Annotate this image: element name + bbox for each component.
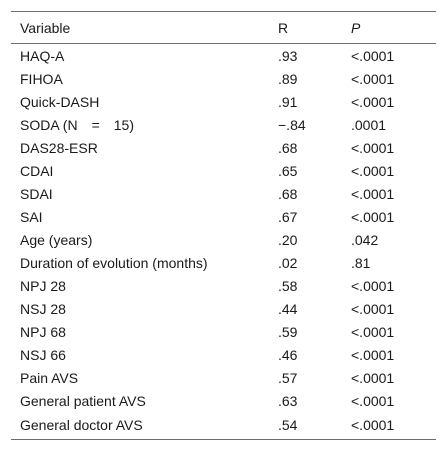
cell-r: .54 — [278, 416, 298, 433]
cell-variable: Duration of evolution (months) — [20, 254, 208, 271]
cell-r: .67 — [278, 208, 298, 225]
table-row: HAQ-A .93 <.0001 — [11, 44, 436, 68]
table-row: DAS28-ESR .68 <.0001 — [11, 136, 436, 159]
table-row: General doctor AVS .54 <.0001 — [11, 412, 436, 440]
header-p: P — [351, 19, 361, 36]
cell-r: .20 — [278, 231, 298, 248]
table-row: NSJ 66 .46 <.0001 — [11, 343, 436, 366]
table-row: SODA (N = 15) −.84 .0001 — [11, 113, 436, 136]
cell-r: .89 — [278, 70, 298, 87]
cell-r: .91 — [278, 93, 298, 110]
cell-r: −.84 — [278, 116, 306, 133]
cell-p: .0001 — [351, 116, 387, 133]
header-r: R — [278, 19, 289, 36]
cell-variable: NSJ 66 — [20, 346, 66, 363]
table-row: Duration of evolution (months) .02 .81 — [11, 251, 436, 274]
cell-variable: Pain AVS — [20, 369, 79, 386]
cell-variable: HAQ-A — [20, 47, 65, 64]
table-row: NPJ 68 .59 <.0001 — [11, 320, 436, 343]
cell-r: .63 — [278, 392, 298, 409]
cell-p: <.0001 — [351, 277, 395, 294]
cell-r: .68 — [278, 139, 298, 156]
cell-r: .65 — [278, 162, 298, 179]
cell-variable: Quick-DASH — [20, 93, 100, 110]
table-header: Variable R P — [11, 11, 436, 44]
table-row: General patient AVS .63 <.0001 — [11, 389, 436, 412]
cell-r: .93 — [278, 47, 298, 64]
table-row: SDAI .68 <.0001 — [11, 182, 436, 205]
correlation-table: Variable R P HAQ-A .93 <.0001 FIHOA .89 <.000… — [11, 11, 436, 440]
cell-p: <.0001 — [351, 323, 395, 340]
cell-variable: General patient AVS — [20, 392, 146, 409]
table-row: Pain AVS .57 <.0001 — [11, 366, 436, 389]
cell-variable: General doctor AVS — [20, 416, 143, 433]
cell-p: <.0001 — [351, 416, 395, 433]
cell-variable: SDAI — [20, 185, 53, 202]
cell-variable: SAI — [20, 208, 43, 225]
table-row: NPJ 28 .58 <.0001 — [11, 274, 436, 297]
cell-p: .81 — [351, 254, 371, 271]
cell-variable: FIHOA — [20, 70, 63, 87]
header-row: Variable R P — [11, 11, 436, 44]
cell-p: <.0001 — [351, 70, 395, 87]
cell-variable: NPJ 68 — [20, 323, 66, 340]
cell-p: <.0001 — [351, 369, 395, 386]
cell-variable: Age (years) — [20, 231, 93, 248]
cell-p: .042 — [351, 231, 379, 248]
cell-r: .02 — [278, 254, 298, 271]
cell-r: .59 — [278, 323, 298, 340]
table-row: CDAI .65 <.0001 — [11, 159, 436, 182]
cell-variable: SODA (N = 15) — [20, 116, 134, 133]
cell-r: .46 — [278, 346, 298, 363]
table-row: Age (years) .20 .042 — [11, 228, 436, 251]
cell-p: <.0001 — [351, 93, 395, 110]
table-row: NSJ 28 .44 <.0001 — [11, 297, 436, 320]
header-variable: Variable — [20, 19, 71, 36]
cell-p: <.0001 — [351, 300, 395, 317]
cell-p: <.0001 — [351, 185, 395, 202]
table-body: HAQ-A .93 <.0001 FIHOA .89 <.0001 Quick-DASH .9… — [11, 44, 436, 440]
table-row: Quick-DASH .91 <.0001 — [11, 90, 436, 113]
cell-variable: DAS28-ESR — [20, 139, 98, 156]
cell-r: .57 — [278, 369, 298, 386]
cell-p: <.0001 — [351, 208, 395, 225]
cell-r: .68 — [278, 185, 298, 202]
cell-p: <.0001 — [351, 139, 395, 156]
cell-p: <.0001 — [351, 392, 395, 409]
cell-p: <.0001 — [351, 162, 395, 179]
cell-p: <.0001 — [351, 47, 395, 64]
cell-variable: NPJ 28 — [20, 277, 66, 294]
cell-variable: NSJ 28 — [20, 300, 66, 317]
table-row: FIHOA .89 <.0001 — [11, 67, 436, 90]
cell-p: <.0001 — [351, 346, 395, 363]
table-row: SAI .67 <.0001 — [11, 205, 436, 228]
correlation-table-container: Variable R P HAQ-A .93 <.0001 FIHOA .89 <.000… — [11, 11, 436, 440]
cell-variable: CDAI — [20, 162, 54, 179]
cell-r: .44 — [278, 300, 298, 317]
cell-r: .58 — [278, 277, 298, 294]
